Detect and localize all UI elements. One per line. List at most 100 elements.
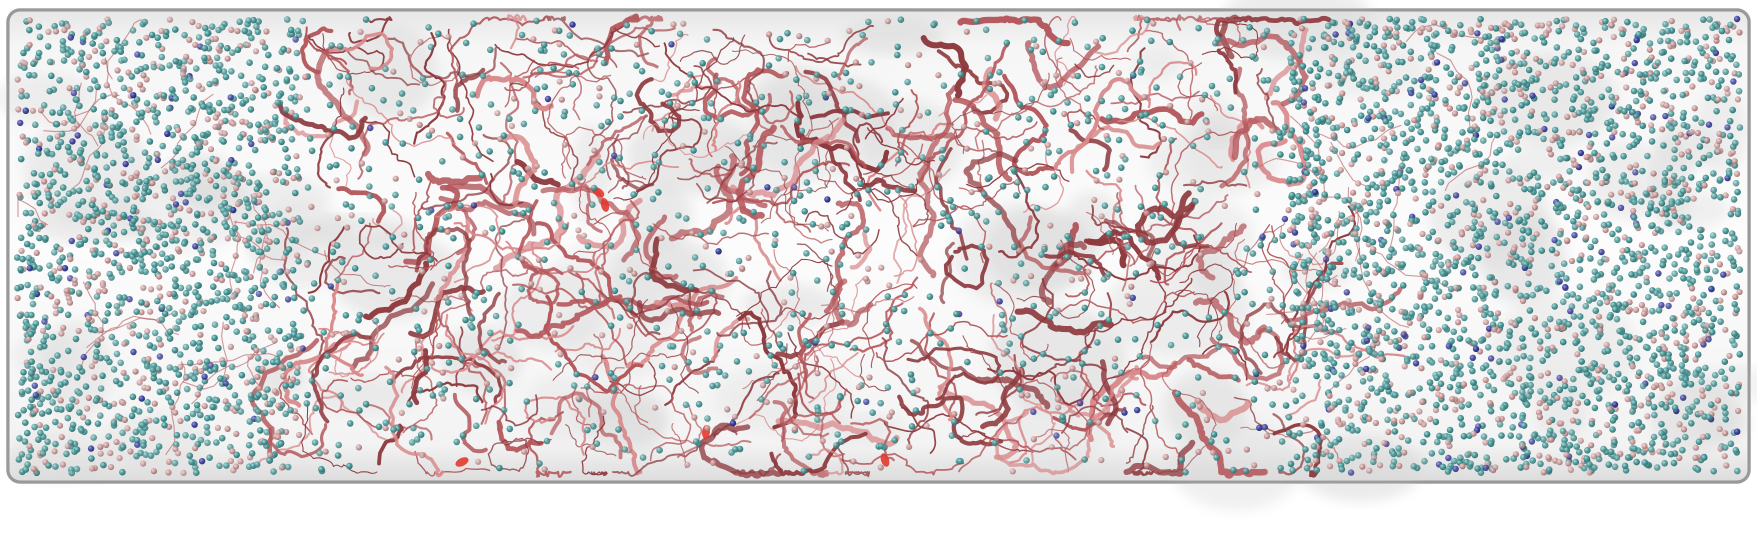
ion-blue <box>192 243 199 250</box>
ion-pink <box>26 17 33 24</box>
ion-pink <box>234 236 241 243</box>
protein-chain-segment <box>1272 422 1324 478</box>
ion-blue <box>1475 243 1483 250</box>
ion-teal <box>382 139 389 146</box>
ion-teal <box>1596 299 1604 307</box>
ion-teal <box>462 39 470 47</box>
ion-teal <box>269 211 276 219</box>
ion-teal <box>619 273 626 280</box>
ion-blue <box>1617 204 1625 211</box>
ion-teal <box>1182 421 1189 428</box>
ion-teal <box>1445 292 1453 300</box>
ion-teal <box>869 409 876 417</box>
ion-teal <box>133 185 140 192</box>
ion-teal <box>1706 275 1714 283</box>
ion-teal <box>24 387 32 395</box>
ion-pink <box>1456 84 1464 91</box>
ion-pink <box>1435 237 1442 244</box>
ion-teal <box>1671 212 1679 220</box>
ion-pink <box>167 211 175 218</box>
ion-blue <box>367 124 374 132</box>
ion-teal <box>368 84 376 92</box>
ion-teal <box>1639 122 1647 130</box>
ion-teal <box>1242 467 1250 475</box>
ion-teal <box>112 197 119 204</box>
ion-pink <box>963 145 971 152</box>
ion-pink <box>1602 227 1609 234</box>
ion-teal <box>1249 250 1257 257</box>
ion-pink <box>314 225 321 232</box>
protein-chain-segment <box>1116 192 1229 233</box>
ion-pink <box>212 114 219 121</box>
ion-teal <box>101 317 109 325</box>
ion-teal <box>1605 461 1613 469</box>
ion-teal <box>1111 363 1119 370</box>
ion-teal <box>934 183 941 191</box>
ion-teal <box>1355 452 1362 459</box>
ion-pink <box>1335 219 1342 226</box>
ion-teal <box>1572 339 1579 347</box>
ion-pink <box>296 94 303 101</box>
ion-teal <box>908 376 916 384</box>
ion-teal <box>1683 76 1691 84</box>
ion-teal <box>1366 348 1373 356</box>
ion-teal <box>299 17 307 25</box>
ion-pink <box>580 232 588 239</box>
ion-pink <box>357 28 364 35</box>
ion-teal <box>680 280 688 287</box>
ion-teal <box>1153 84 1160 91</box>
ion-teal <box>1375 47 1382 55</box>
ion-teal <box>1003 39 1011 47</box>
ion-teal <box>1363 41 1370 49</box>
ion-teal <box>425 24 432 31</box>
ion-teal <box>172 276 179 284</box>
ion-teal <box>1683 38 1691 46</box>
ion-teal <box>1314 214 1322 222</box>
ion-teal <box>506 379 513 387</box>
ion-teal <box>220 360 227 368</box>
ion-teal <box>231 225 239 232</box>
ion-teal <box>171 459 179 467</box>
ion-teal <box>1475 254 1482 262</box>
ion-teal <box>1303 154 1310 161</box>
ion-teal <box>1551 96 1558 103</box>
ion-teal <box>1523 213 1531 220</box>
ion-pink <box>52 310 59 317</box>
ion-pink <box>1291 32 1298 39</box>
ion-teal <box>767 352 775 359</box>
ion-pink <box>1736 29 1743 36</box>
ion-teal <box>1421 457 1428 465</box>
ion-pink <box>1411 117 1418 124</box>
ion-pink <box>1098 457 1105 464</box>
ion-teal <box>1507 380 1515 388</box>
ion-teal <box>814 407 822 415</box>
ion-teal <box>160 222 167 230</box>
ion-teal <box>1330 359 1338 367</box>
ion-teal <box>1727 440 1735 448</box>
ion-teal <box>1643 278 1650 286</box>
ion-pink <box>101 202 108 209</box>
ion-pink <box>126 86 133 93</box>
ion-pink <box>1485 331 1492 338</box>
ion-teal <box>716 368 723 376</box>
ion-teal <box>709 382 716 390</box>
ion-pink <box>1650 170 1657 177</box>
ion-teal <box>1420 16 1427 24</box>
ion-teal <box>16 435 23 442</box>
ion-teal <box>1223 437 1230 444</box>
ion-teal <box>1319 275 1326 282</box>
ion-teal <box>158 53 166 61</box>
ion-pink <box>382 425 389 432</box>
ion-pink <box>1537 372 1544 379</box>
ion-teal <box>1540 39 1548 46</box>
ion-teal <box>133 96 141 103</box>
protein-chain-segment <box>300 26 334 75</box>
ion-teal <box>666 100 674 107</box>
protein-chain-segment <box>736 258 833 317</box>
ion-teal <box>1595 395 1603 402</box>
ion-pink <box>1355 306 1362 313</box>
ion-teal <box>276 268 284 276</box>
ion-pink <box>84 164 91 171</box>
ion-teal <box>1277 464 1284 472</box>
ion-teal <box>714 77 721 85</box>
